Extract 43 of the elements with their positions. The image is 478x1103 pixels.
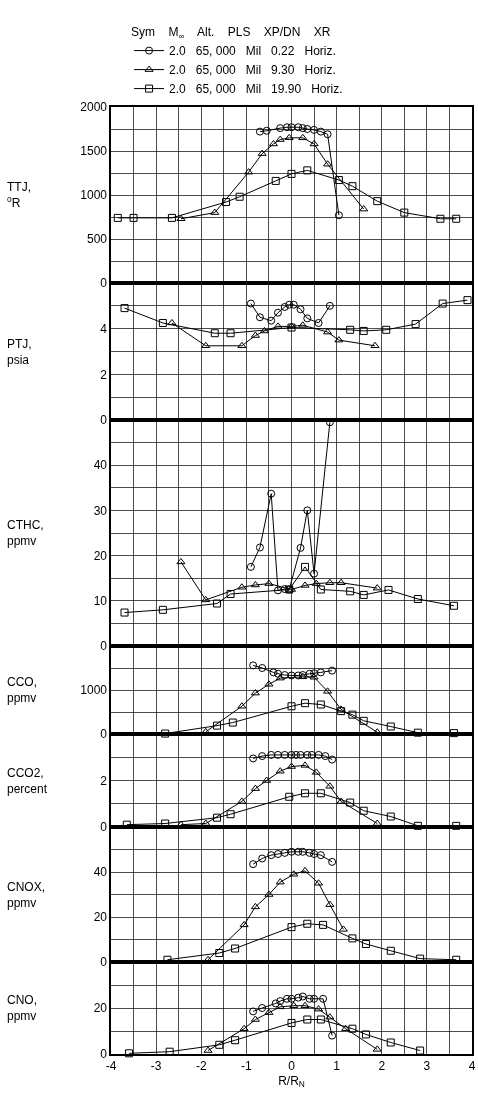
legend-label: 2.0 65, 000 Mil 9.30 Horiz.	[169, 63, 336, 78]
y-tick-label: 0	[100, 1047, 108, 1062]
y-axis-title: CCO2, percent	[7, 766, 48, 796]
x-tick-label: 1	[333, 1059, 341, 1073]
y-tick-label: 2	[100, 773, 108, 788]
y-tick-label: 30	[93, 503, 108, 518]
y-axis-title: TTJ, $^{o}$R	[7, 180, 31, 210]
y-tick-label: 20	[93, 548, 108, 563]
y-tick-label: 0	[100, 727, 108, 742]
y-tick-label: 0	[100, 955, 108, 970]
y-tick-label: 0	[100, 276, 108, 291]
y-tick-label: 20	[93, 1001, 108, 1016]
y-tick-label: 40	[93, 865, 108, 880]
x-tick-label: 0	[288, 1059, 296, 1073]
x-tick-label: -2	[195, 1059, 207, 1073]
x-tick-label: -3	[150, 1059, 162, 1073]
x-tick-label: -1	[241, 1059, 253, 1073]
x-axis-title: R/R$_{N}$	[278, 1073, 305, 1090]
y-tick-label: 20	[93, 910, 108, 925]
legend-label: 2.0 65, 000 Mil 0.22 Horiz.	[169, 44, 336, 59]
y-tick-label: 2000	[80, 100, 108, 115]
x-tick-label: -4	[105, 1059, 117, 1073]
x-tick-label: 4	[468, 1059, 476, 1073]
y-tick-label: 0	[100, 639, 108, 654]
x-tick-label: 3	[423, 1059, 431, 1073]
y-axis-title: PTJ, psia	[7, 337, 32, 367]
y-tick-label: 500	[86, 232, 108, 247]
y-tick-label: 40	[93, 458, 108, 473]
y-tick-label: 10	[93, 594, 108, 608]
y-tick-label: 4	[100, 321, 108, 336]
legend-label: 2.0 65, 000 Mil 19.90 Horiz.	[169, 82, 343, 97]
text: Sym M$_{∞}$ Alt. PLS XP/DN XR	[131, 25, 331, 41]
y-tick-label: 0	[100, 820, 108, 835]
y-tick-label: 1500	[80, 144, 108, 159]
x-tick-label: 2	[378, 1059, 386, 1073]
y-axis-title: CTHC, ppmv	[7, 518, 44, 548]
y-axis-title: CCO, ppmv	[7, 675, 37, 705]
y-tick-label: 2	[100, 367, 108, 382]
y-tick-label: 1000	[80, 683, 108, 698]
y-tick-label: 0	[100, 413, 108, 428]
y-axis-title: CNO, ppmv	[7, 993, 37, 1023]
y-axis-title: CNOX, ppmv	[7, 880, 46, 910]
y-tick-label: 1000	[80, 188, 108, 203]
